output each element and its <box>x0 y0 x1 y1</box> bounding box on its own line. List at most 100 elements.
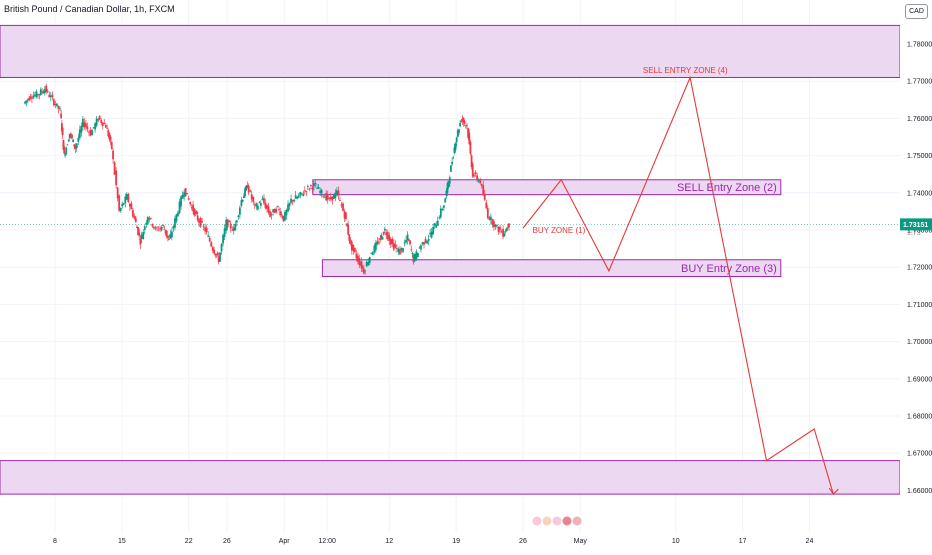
candle-body <box>60 123 63 132</box>
candle-body <box>373 245 376 253</box>
candle-body <box>201 221 203 223</box>
candle-body <box>121 203 124 207</box>
currency-badge[interactable]: CAD <box>905 4 928 19</box>
y-tick-label: 1.67000 <box>907 451 932 458</box>
candle-body <box>192 204 194 212</box>
candle-body <box>37 94 39 96</box>
candle-body <box>159 227 161 229</box>
candle-body <box>306 186 309 187</box>
candle-body <box>198 219 200 223</box>
candle-body <box>127 193 130 203</box>
candle-body <box>165 230 168 237</box>
candle-body <box>219 252 221 262</box>
candle-body <box>34 94 36 96</box>
candle-body <box>98 115 101 120</box>
candle-body <box>378 242 380 244</box>
candle-body <box>235 220 238 223</box>
candle-body <box>488 217 491 220</box>
candle-body <box>225 220 228 231</box>
candle-body <box>228 220 231 223</box>
candle-body <box>397 248 400 253</box>
candle-body <box>35 91 38 98</box>
candle-body <box>439 208 442 218</box>
x-tick-label: 15 <box>118 538 126 545</box>
candle-body <box>88 131 90 133</box>
candle-body <box>149 217 152 219</box>
candle-body <box>83 122 86 128</box>
candle-body <box>355 253 358 259</box>
y-tick-label: 1.78000 <box>907 42 932 49</box>
candle-body <box>193 208 196 216</box>
candle-body <box>485 202 488 209</box>
candle-body <box>389 239 392 245</box>
candle-body <box>386 231 389 240</box>
candle-body <box>462 117 465 123</box>
candle-body <box>112 150 114 160</box>
candle-body <box>61 127 64 136</box>
candle-body <box>56 103 58 106</box>
candle-body <box>153 226 155 229</box>
candle-body <box>186 193 189 195</box>
candle-body <box>303 190 306 192</box>
candle-body <box>223 228 226 237</box>
candle-body <box>452 157 455 159</box>
candle-body <box>154 227 157 229</box>
candle-body <box>57 105 60 110</box>
y-tick-label: 1.75000 <box>907 153 932 160</box>
candle-body <box>340 204 343 206</box>
candle-body <box>496 224 498 226</box>
candle-body <box>250 194 253 200</box>
candle-body <box>417 252 419 258</box>
candle-body <box>486 208 489 218</box>
candle-body <box>164 229 167 234</box>
candle-body <box>91 130 93 136</box>
candle-body <box>381 237 384 240</box>
candle-body <box>499 226 501 231</box>
candle-body <box>435 224 438 228</box>
candle-body <box>216 253 219 255</box>
candle-body <box>353 248 356 253</box>
candle-body <box>244 188 246 197</box>
candle-body <box>24 101 27 104</box>
candle-body <box>231 229 234 231</box>
candle-body <box>157 229 160 231</box>
candle-body <box>116 187 119 199</box>
x-tick-label: May <box>574 538 588 545</box>
candle-body <box>441 208 444 210</box>
candle-body <box>325 193 328 201</box>
candle-body <box>468 132 471 144</box>
candle-body <box>415 251 418 260</box>
x-tick-label: 17 <box>739 538 747 545</box>
candle-body <box>215 254 218 256</box>
candle-body <box>238 207 241 215</box>
candle-body <box>424 238 427 243</box>
candle-body <box>279 211 282 216</box>
candle-body <box>69 133 72 135</box>
candle-body <box>463 121 466 124</box>
candle-body <box>456 130 459 137</box>
candle-body <box>319 190 322 194</box>
candle-body <box>284 212 286 221</box>
candle-body <box>297 195 300 198</box>
y-tick-label: 1.77000 <box>907 79 932 86</box>
x-tick-label: 26 <box>519 538 527 545</box>
x-axis[interactable]: 8 15 22 26 Apr 12:00 12 19 26 May 10 17 24 <box>0 532 932 550</box>
candle-body <box>302 193 305 196</box>
candle-body <box>348 234 351 241</box>
candle-body <box>477 180 480 182</box>
candle-body <box>365 262 368 267</box>
candle-body <box>207 235 210 237</box>
candle-body <box>406 234 409 241</box>
current-price-label: 1.73151 <box>903 222 928 229</box>
candle-body <box>282 215 285 222</box>
candle-body <box>125 194 128 200</box>
candle-body <box>421 242 424 245</box>
candle-body <box>183 192 186 197</box>
candle-body <box>177 212 179 216</box>
candle-body <box>71 134 73 139</box>
candle-body <box>392 242 395 250</box>
candle-body <box>51 94 54 98</box>
